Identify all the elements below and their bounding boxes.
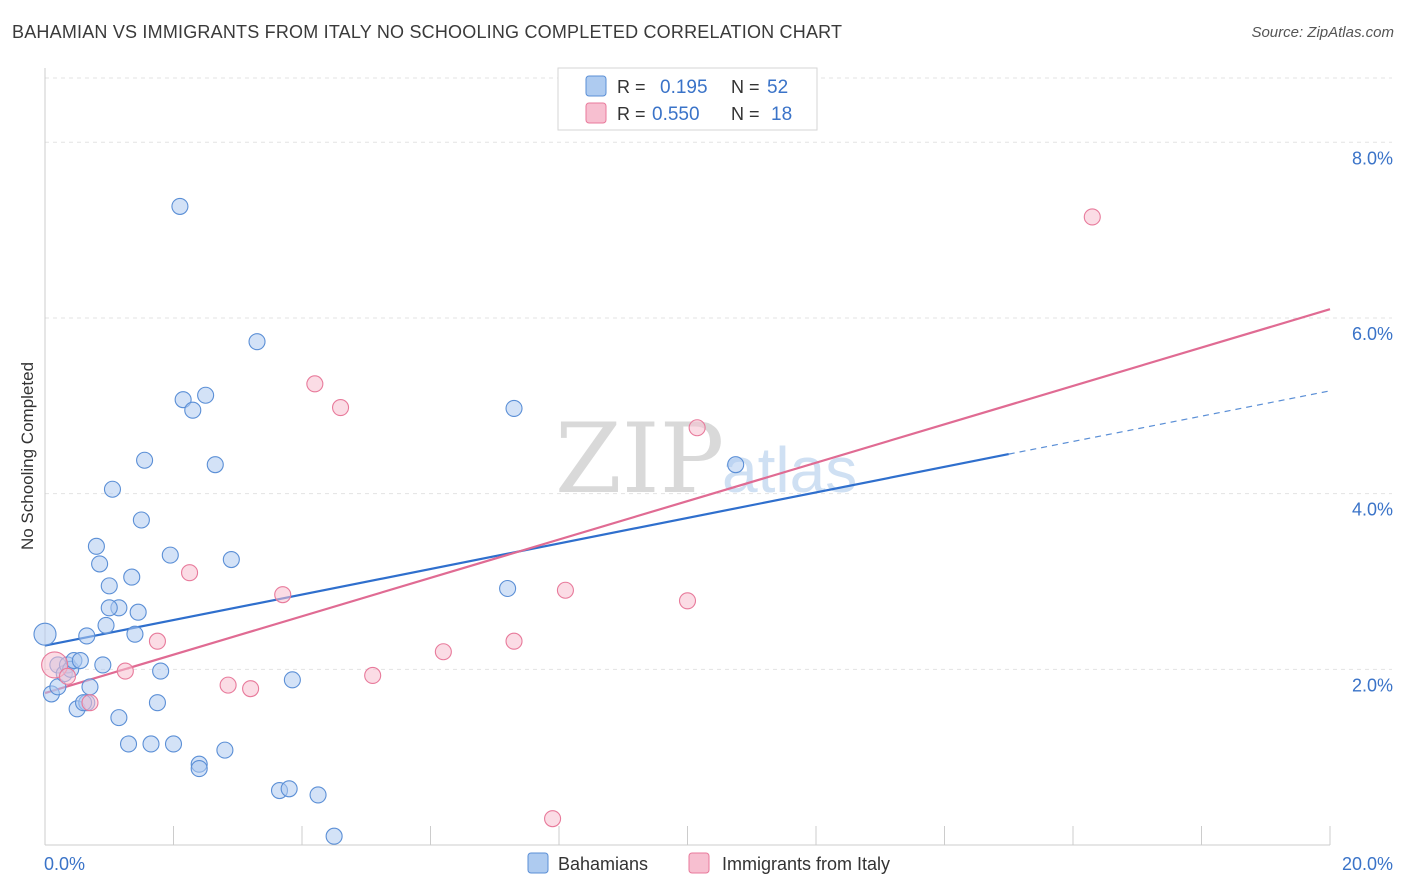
stats-legend-swatch-italy [585, 102, 607, 124]
data-point-series-0 [505, 399, 523, 417]
data-point-series-0 [142, 735, 160, 753]
stats-r-label: R = [617, 77, 646, 97]
data-point-series-1 [364, 666, 382, 685]
data-point-series-1 [306, 375, 324, 393]
data-point-series-0 [78, 627, 96, 645]
x-tick-label: 20.0% [1342, 854, 1393, 874]
legend-swatch-italy [688, 852, 710, 874]
data-point-series-0 [87, 537, 105, 555]
legend-label-bahamians: Bahamians [558, 854, 648, 874]
data-point-series-0 [184, 401, 202, 419]
axes [44, 68, 1331, 846]
data-point-series-1 [274, 586, 292, 604]
x-tick-label: 0.0% [44, 854, 85, 874]
data-point-series-1 [58, 667, 77, 685]
source-credit: Source: ZipAtlas.com [1251, 24, 1394, 41]
data-point-series-0 [119, 735, 138, 753]
data-point-series-0 [174, 391, 192, 409]
data-point-series-0 [171, 197, 189, 215]
legend-swatch-bahamians [527, 852, 549, 874]
data-point-series-1 [331, 399, 350, 417]
stats-r-value: 0.195 [660, 77, 708, 98]
data-point-series-0 [727, 456, 745, 474]
data-point-series-0 [136, 451, 154, 469]
data-point-series-0 [91, 555, 109, 573]
series-legend: Bahamians Immigrants from Italy [527, 852, 890, 874]
data-point-series-0 [129, 603, 147, 621]
data-point-series-1 [1083, 208, 1101, 226]
data-point-series-0 [206, 456, 224, 474]
stats-legend-swatch-bahamians [585, 75, 607, 97]
data-point-series-0 [309, 786, 327, 804]
data-point-series-0 [103, 480, 122, 498]
data-point-series-1 [242, 680, 260, 698]
data-point-series-0 [216, 741, 234, 759]
data-point-series-0 [280, 780, 298, 798]
stats-n-value: 18 [771, 104, 792, 125]
data-point-series-1 [544, 810, 562, 828]
stats-n-label: N = [731, 104, 760, 124]
data-point-series-0 [123, 568, 141, 586]
data-point-series-0 [148, 694, 166, 712]
data-point-series-0 [499, 579, 517, 598]
data-point-series-1 [688, 419, 706, 437]
stats-r-label: R = [617, 104, 646, 124]
data-point-series-0 [161, 546, 179, 564]
data-point-series-1 [219, 676, 237, 694]
data-point-series-1 [148, 632, 166, 650]
data-point-series-1 [505, 632, 523, 650]
watermark: ZIP atlas [555, 403, 857, 515]
stats-r-value: 0.550 [652, 104, 700, 125]
trend-extension-series-0 [1008, 390, 1331, 455]
data-point-series-0 [283, 671, 301, 689]
y-tick-label: 8.0% [1352, 148, 1393, 168]
stats-legend: R = 0.195 N = 52 R = 0.550 N = 18 [557, 67, 818, 131]
data-point-series-0 [126, 625, 144, 643]
data-point-series-0 [248, 333, 266, 351]
y-tick-label: 4.0% [1352, 500, 1393, 520]
trend-lines [44, 308, 1331, 695]
data-point-series-0 [197, 386, 215, 404]
legend-label-italy: Immigrants from Italy [722, 854, 890, 874]
data-point-series-0 [33, 622, 57, 646]
data-point-series-0 [325, 827, 343, 845]
trend-line-series-1 [44, 308, 1331, 695]
data-point-series-0 [164, 735, 183, 753]
y-tick-label: 2.0% [1352, 675, 1393, 695]
data-point-series-1 [81, 694, 99, 712]
data-point-series-0 [152, 662, 170, 680]
data-point-series-0 [110, 709, 128, 727]
data-points [33, 197, 1101, 845]
data-point-series-1 [181, 564, 199, 582]
tick-labels: 2.0% 4.0% 6.0% 8.0% 0.0% 20.0% [44, 148, 1393, 874]
data-point-series-1 [116, 662, 134, 680]
data-point-series-1 [434, 643, 452, 661]
data-point-series-0 [71, 651, 89, 670]
data-point-series-0 [100, 599, 118, 617]
stats-n-label: N = [731, 77, 760, 97]
data-point-series-0 [190, 760, 208, 778]
stats-n-value: 52 [767, 77, 788, 98]
data-point-series-0 [100, 577, 118, 595]
data-point-series-0 [94, 656, 112, 674]
grid-lines [45, 77, 1392, 670]
y-tick-label: 6.0% [1352, 324, 1393, 344]
data-point-series-1 [556, 581, 574, 599]
data-point-series-0 [222, 550, 240, 569]
chart-title: BAHAMIAN VS IMMIGRANTS FROM ITALY NO SCH… [12, 22, 843, 42]
data-point-series-0 [132, 511, 150, 529]
data-point-series-1 [678, 592, 697, 610]
data-point-series-0 [97, 616, 115, 634]
data-point-series-0 [81, 678, 99, 696]
